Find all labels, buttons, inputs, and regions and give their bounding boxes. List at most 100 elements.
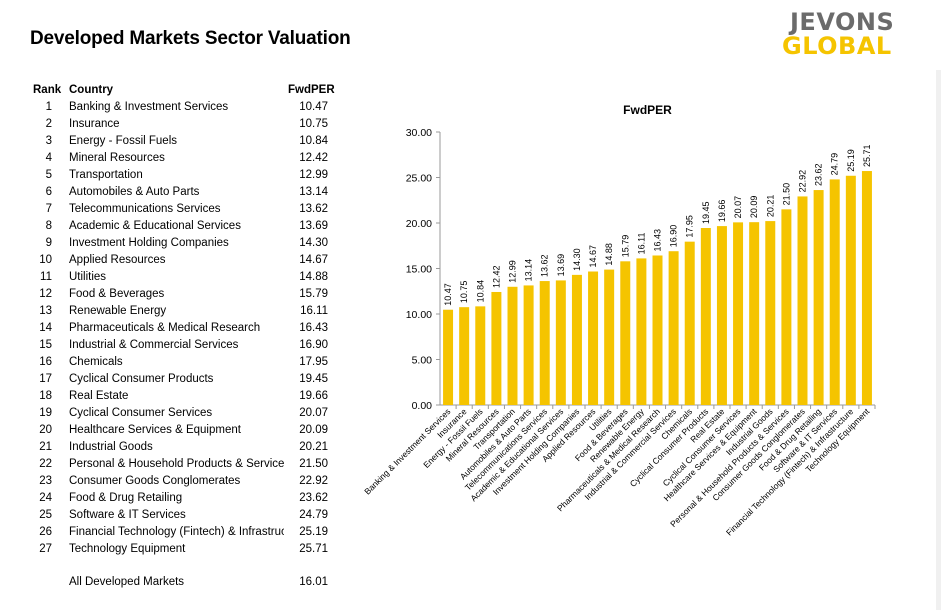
country-cell: Transportation	[69, 169, 143, 181]
data-label: 16.43	[653, 229, 663, 252]
data-label: 20.21	[765, 195, 775, 218]
country-cell: Consumer Goods Conglomerates	[69, 475, 241, 487]
data-label: 10.47	[443, 283, 453, 306]
bar	[459, 307, 470, 405]
y-tick-label: 15.00	[406, 264, 432, 276]
bar	[652, 255, 663, 405]
rank-cell: 24	[39, 492, 52, 504]
fwdper-cell: 20.07	[299, 407, 328, 419]
fwdper-cell: 25.19	[299, 526, 328, 538]
bar	[813, 190, 824, 405]
rank-cell: 23	[39, 475, 52, 487]
bar	[555, 280, 566, 405]
bar	[588, 271, 599, 405]
bar	[507, 286, 518, 405]
data-label: 23.62	[814, 164, 824, 187]
bar	[491, 291, 502, 405]
fwdper-cell: 13.14	[299, 186, 328, 198]
bar	[539, 281, 550, 405]
bar	[475, 306, 486, 405]
fwdper-cell: 16.90	[299, 339, 328, 351]
country-cell: Food & Beverages	[69, 288, 165, 300]
data-label: 16.11	[636, 233, 646, 255]
rank-cell: 11	[40, 271, 52, 283]
fwdper-cell: 14.30	[299, 237, 328, 249]
fwdper-cell: 19.45	[299, 373, 328, 385]
country-cell: Healthcare Services & Equipment	[69, 424, 241, 436]
bar	[733, 222, 744, 405]
country-cell: Energy - Fossil Fuels	[69, 135, 178, 147]
y-tick-label: 20.00	[406, 218, 432, 230]
rank-cell: 2	[45, 118, 52, 130]
rank-cell: 14	[39, 322, 52, 334]
data-label: 21.50	[781, 183, 791, 206]
data-label: 25.71	[862, 145, 872, 168]
fwdper-cell: 12.99	[299, 169, 328, 181]
rank-cell: 26	[39, 526, 52, 538]
header-rank: Rank	[33, 84, 62, 96]
fwdper-cell: 13.62	[299, 203, 328, 215]
country-cell: Cyclical Consumer Products	[69, 373, 214, 385]
country-cell: Investment Holding Companies	[69, 237, 229, 249]
country-cell: Industrial & Commercial Services	[69, 339, 239, 351]
fwdper-cell: 15.79	[299, 288, 328, 300]
country-cell: Banking & Investment Services	[69, 101, 229, 113]
country-cell: Industrial Goods	[69, 441, 153, 453]
rank-cell: 9	[45, 237, 52, 249]
rank-cell: 10	[39, 254, 52, 266]
data-label: 22.92	[798, 170, 808, 193]
bar	[684, 241, 695, 405]
chart-title: FwdPER	[623, 103, 672, 117]
country-cell: Food & Drug Retailing	[69, 492, 183, 504]
bar	[523, 285, 534, 405]
bar	[700, 228, 711, 405]
rank-cell: 7	[45, 203, 52, 215]
rank-cell: 1	[45, 101, 52, 113]
fwdper-cell: 17.95	[299, 356, 328, 368]
fwdper-cell: 12.42	[299, 152, 328, 164]
y-tick-label: 10.00	[406, 309, 432, 321]
bar	[781, 209, 792, 405]
data-label: 13.62	[540, 255, 550, 278]
rank-cell: 20	[39, 424, 52, 436]
rank-cell: 16	[39, 356, 52, 368]
country-cell: Software & IT Services	[69, 509, 186, 521]
fwdper-cell: 14.88	[299, 271, 328, 283]
rank-cell: 4	[45, 152, 52, 164]
rank-cell: 6	[45, 186, 52, 198]
data-label: 10.84	[475, 280, 485, 303]
total-value: 16.01	[299, 576, 328, 588]
data-label: 20.07	[733, 196, 743, 219]
rank-cell: 25	[39, 509, 52, 521]
fwdper-cell: 16.43	[299, 322, 328, 334]
rank-cell: 13	[39, 305, 52, 317]
y-tick-label: 30.00	[406, 127, 432, 139]
country-cell: Applied Resources	[69, 254, 166, 266]
bar	[829, 179, 840, 405]
bar	[636, 258, 647, 405]
country-cell: Real Estate	[69, 390, 129, 402]
country-cell: Renewable Energy	[69, 305, 167, 317]
bar	[765, 221, 776, 405]
rank-cell: 5	[45, 169, 52, 181]
data-label: 14.67	[588, 245, 598, 268]
fwdper-cell: 10.75	[299, 118, 328, 130]
rank-cell: 17	[39, 373, 52, 385]
rank-cell: 21	[39, 441, 52, 453]
data-label: 12.42	[491, 265, 501, 288]
fwdper-cell: 23.62	[299, 492, 328, 504]
data-label: 10.75	[459, 281, 469, 304]
fwdper-cell: 16.11	[300, 305, 328, 317]
country-cell: Academic & Educational Services	[69, 220, 241, 232]
country-cell: Technology Equipment	[69, 543, 186, 555]
rank-cell: 15	[39, 339, 52, 351]
country-cell: Telecommunications Services	[69, 203, 221, 215]
bar	[861, 171, 872, 405]
fwdper-cell: 10.84	[299, 135, 328, 147]
rank-cell: 12	[39, 288, 52, 300]
rank-cell: 3	[45, 135, 52, 147]
data-label: 13.69	[556, 254, 566, 277]
rank-cell: 8	[45, 220, 52, 232]
logo-line-1: JEVONS	[790, 8, 895, 36]
bar	[797, 196, 808, 405]
